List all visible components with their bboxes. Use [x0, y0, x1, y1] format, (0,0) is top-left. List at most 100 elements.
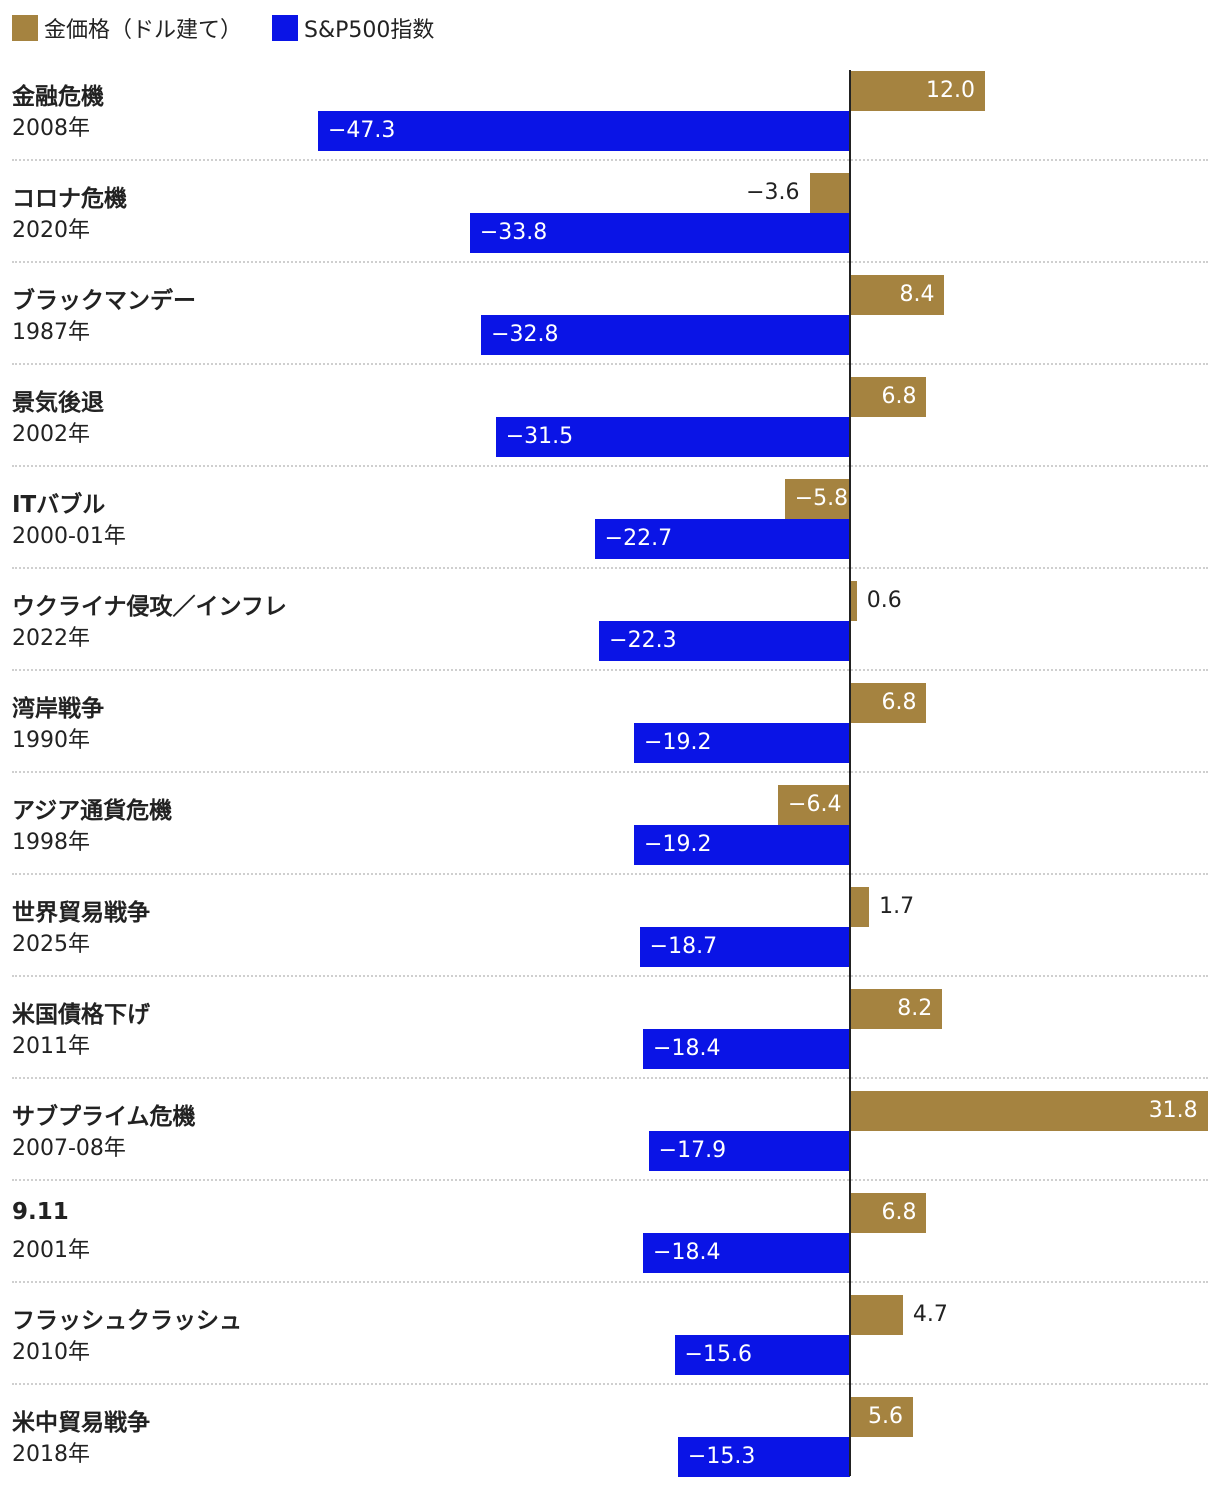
category-name: 景気後退 — [12, 390, 104, 416]
sp500-bar — [634, 723, 850, 763]
sp500-value-label: −19.2 — [644, 832, 712, 857]
sp500-bar — [469, 213, 850, 253]
gold-value-label: −6.4 — [788, 792, 842, 817]
row-divider — [12, 567, 1208, 569]
category-period: 1990年 — [12, 728, 90, 753]
category-period: 2010年 — [12, 1340, 90, 1365]
legend-swatch-gold — [12, 15, 38, 41]
category-name: 世界貿易戦争 — [12, 900, 150, 926]
sp500-bar — [648, 1131, 850, 1171]
sp500-value-label: −15.3 — [687, 1444, 756, 1469]
sp500-bar — [677, 1437, 850, 1477]
gold-bar — [850, 1091, 1208, 1131]
sp500-bar — [318, 111, 850, 151]
gold-bar — [778, 785, 850, 825]
gold-bar — [850, 581, 857, 621]
category-period: 2001年 — [12, 1238, 90, 1263]
sp500-bar — [495, 417, 850, 457]
legend-label-gold: 金価格（ドル建て） — [44, 18, 243, 43]
row-divider — [12, 1383, 1208, 1385]
category-period: 2018年 — [12, 1442, 90, 1467]
category-name: 米中貿易戦争 — [12, 1410, 150, 1436]
sp500-bar — [481, 315, 850, 355]
category-period: 2020年 — [12, 218, 90, 243]
gold-value-label: 5.6 — [868, 1404, 903, 1429]
category-name: ITバブル — [12, 492, 106, 518]
category-name: サブプライム危機 — [12, 1104, 196, 1130]
sp500-value-label: −19.2 — [644, 730, 712, 755]
gold-value-label: −3.6 — [746, 180, 800, 205]
sp500-value-label: −18.4 — [653, 1240, 721, 1265]
category-name: アジア通貨危機 — [12, 798, 173, 824]
gold-value-label: 0.6 — [866, 588, 902, 613]
legend-item-gold: 金価格（ドル建て） — [12, 12, 242, 44]
category-period: 2008年 — [12, 116, 90, 141]
sp500-value-label: −17.9 — [658, 1138, 727, 1163]
gold-value-label: 4.7 — [912, 1302, 948, 1327]
category-period: 2022年 — [12, 626, 90, 651]
row-divider — [12, 1281, 1208, 1283]
category-period: 2025年 — [12, 932, 90, 957]
sp500-value-label: −22.7 — [604, 526, 673, 551]
gold-value-label: 1.7 — [879, 894, 915, 919]
legend-label-sp500: S&P500指数 — [304, 18, 435, 43]
sp500-value-label: −47.3 — [328, 118, 396, 143]
category-period: 1998年 — [12, 830, 90, 855]
category-period: 2000-01年 — [12, 524, 126, 549]
sp500-value-label: −32.8 — [491, 322, 559, 347]
category-name: ウクライナ侵攻／インフレ — [12, 594, 287, 620]
gold-bar — [809, 173, 850, 213]
legend-item-sp500: S&P500指数 — [272, 12, 434, 44]
sp500-value-label: −18.4 — [653, 1036, 721, 1061]
row-divider — [12, 771, 1208, 773]
sp500-bar — [634, 825, 850, 865]
gold-value-label: 6.8 — [881, 384, 917, 409]
sp500-bar — [674, 1335, 850, 1375]
row-divider — [12, 873, 1208, 875]
gold-value-label: 31.8 — [1148, 1098, 1198, 1123]
gold-bar — [850, 989, 943, 1029]
sp500-value-label: −31.5 — [505, 424, 574, 449]
gold-value-label: 6.8 — [881, 690, 917, 715]
category-name: ブラックマンデー — [12, 288, 196, 314]
gold-bar — [850, 71, 985, 111]
category-period: 1987年 — [12, 320, 90, 345]
sp500-bar — [594, 519, 850, 559]
gold-bar — [784, 479, 850, 519]
sp500-value-label: −18.7 — [649, 934, 718, 959]
row-divider — [12, 1077, 1208, 1079]
category-name: 湾岸戦争 — [12, 696, 104, 722]
gold-bar — [850, 377, 927, 417]
sp500-value-label: −33.8 — [479, 220, 548, 245]
category-name: 金融危機 — [12, 84, 104, 110]
category-period: 2002年 — [12, 422, 90, 447]
sp500-value-label: −15.6 — [684, 1342, 752, 1367]
gold-bar — [850, 887, 870, 927]
zero-axis-line — [849, 70, 851, 1476]
row-divider — [12, 1179, 1208, 1181]
row-divider — [12, 159, 1208, 161]
sp500-bar — [639, 927, 850, 967]
category-name: フラッシュクラッシュ — [12, 1308, 242, 1334]
sp500-bar — [643, 1029, 850, 1069]
gold-bar — [850, 683, 927, 723]
gold-bar — [850, 1397, 913, 1437]
row-divider — [12, 363, 1208, 365]
gold-bar — [850, 275, 945, 315]
row-divider — [12, 261, 1208, 263]
row-divider — [12, 465, 1208, 467]
chart-legend: 金価格（ドル建て） S&P500指数 — [12, 12, 464, 44]
sp500-bar — [599, 621, 850, 661]
legend-swatch-sp500 — [272, 15, 299, 41]
gold-value-label: 8.4 — [899, 282, 935, 307]
gold-value-label: 6.8 — [881, 1200, 917, 1225]
sp500-value-label: −22.3 — [609, 628, 677, 653]
row-divider — [12, 669, 1208, 671]
gold-bar — [850, 1295, 903, 1335]
category-name: コロナ危機 — [12, 186, 127, 212]
category-name: 9.11 — [12, 1199, 69, 1225]
gold-value-label: 12.0 — [925, 78, 975, 103]
category-period: 2007-08年 — [12, 1136, 126, 1161]
sp500-bar — [643, 1233, 850, 1273]
